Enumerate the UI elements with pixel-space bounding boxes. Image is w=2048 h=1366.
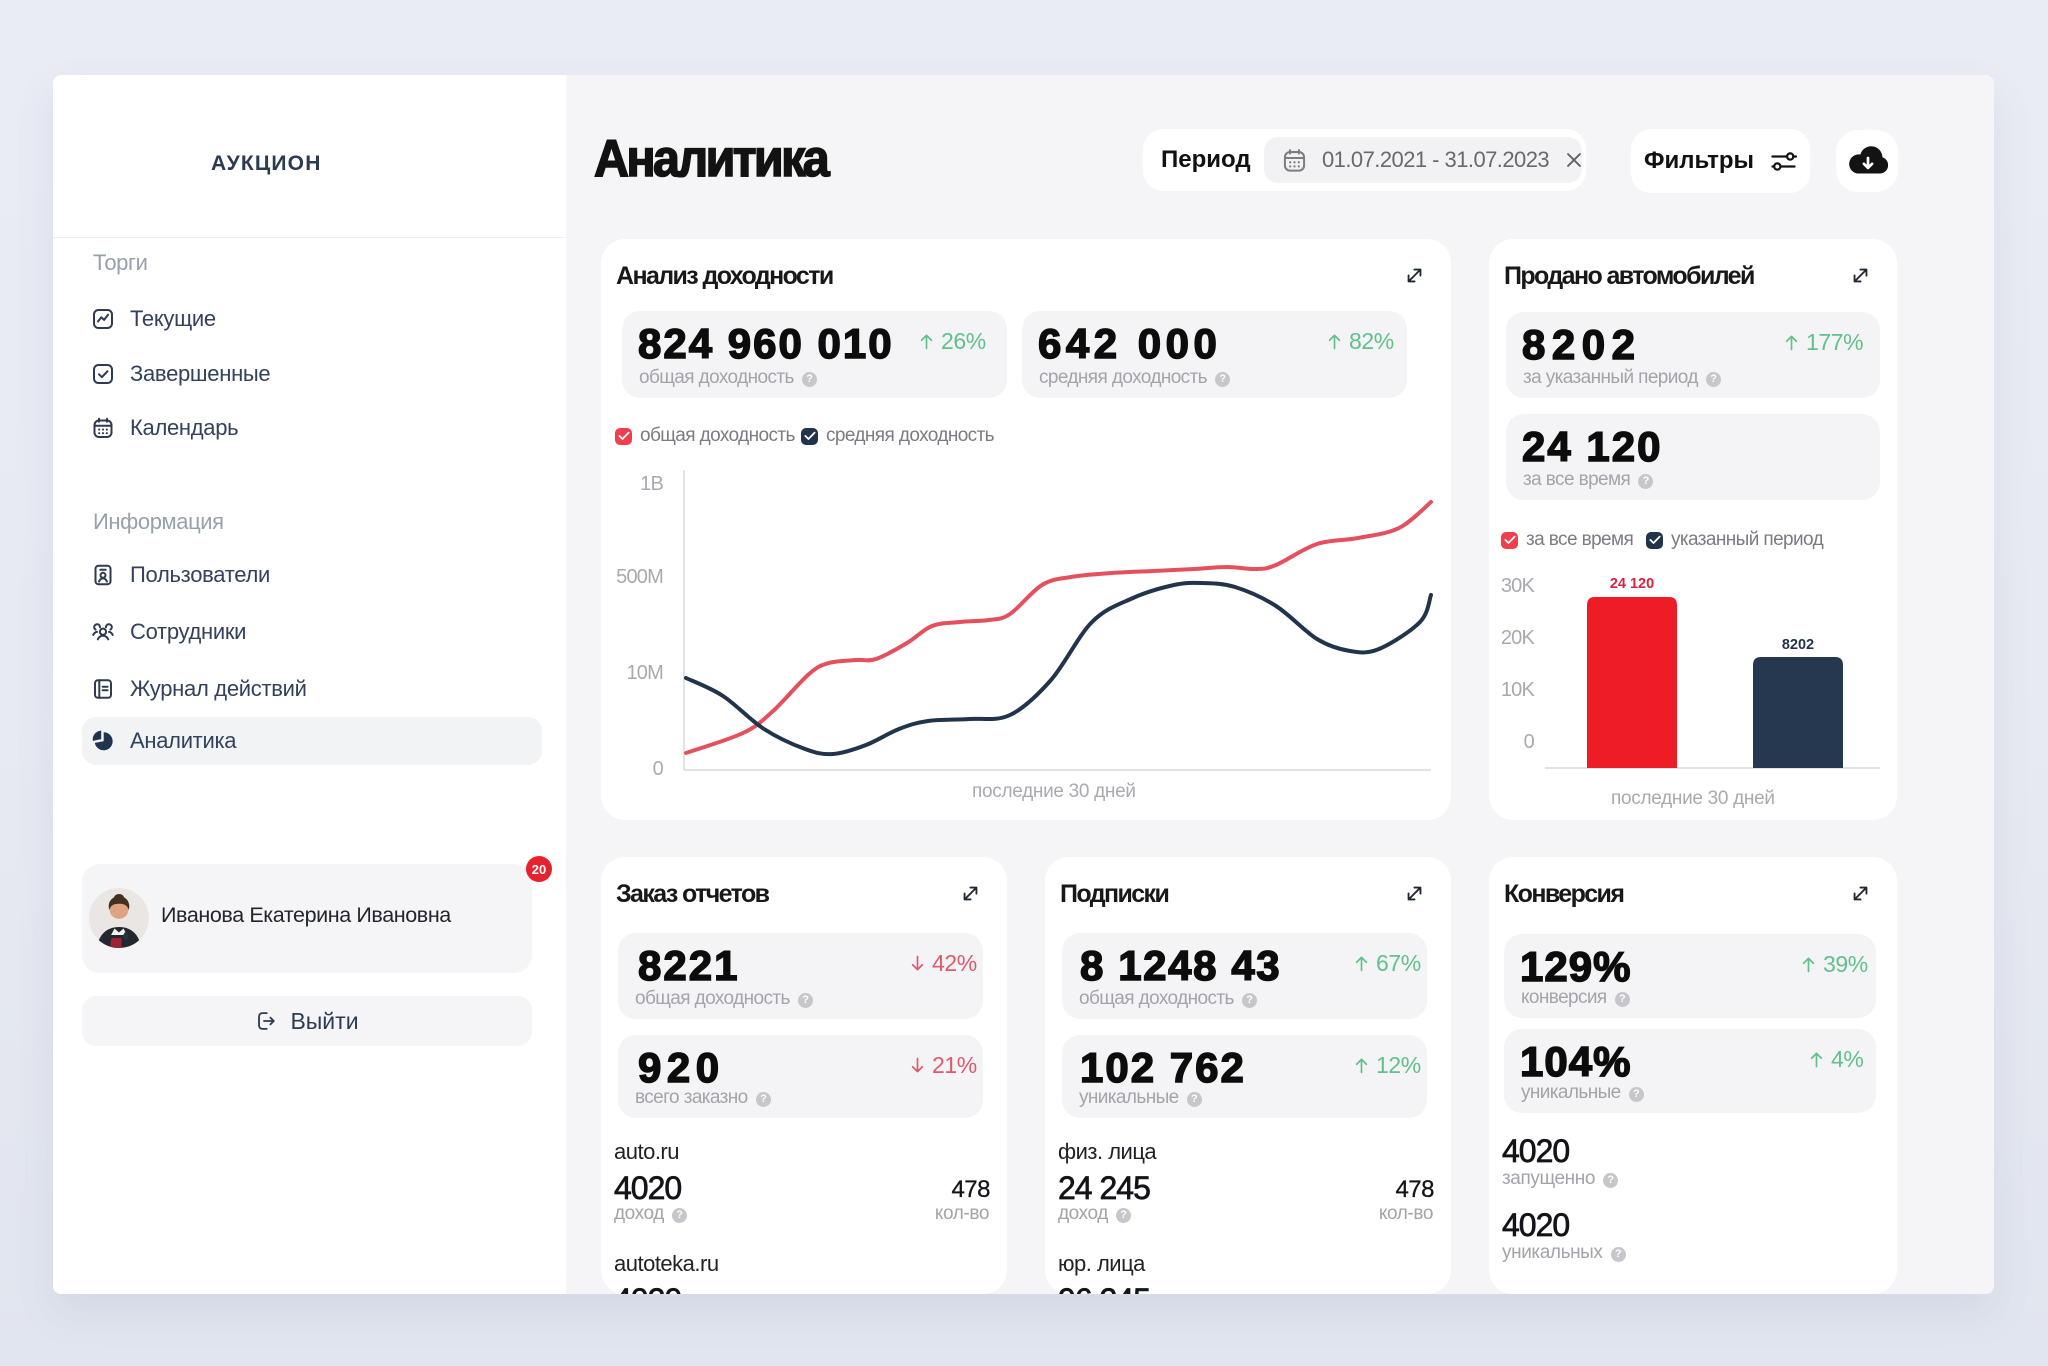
svg-text:8202: 8202 [1782,637,1814,653]
svg-text:24 120: 24 120 [1610,576,1654,592]
